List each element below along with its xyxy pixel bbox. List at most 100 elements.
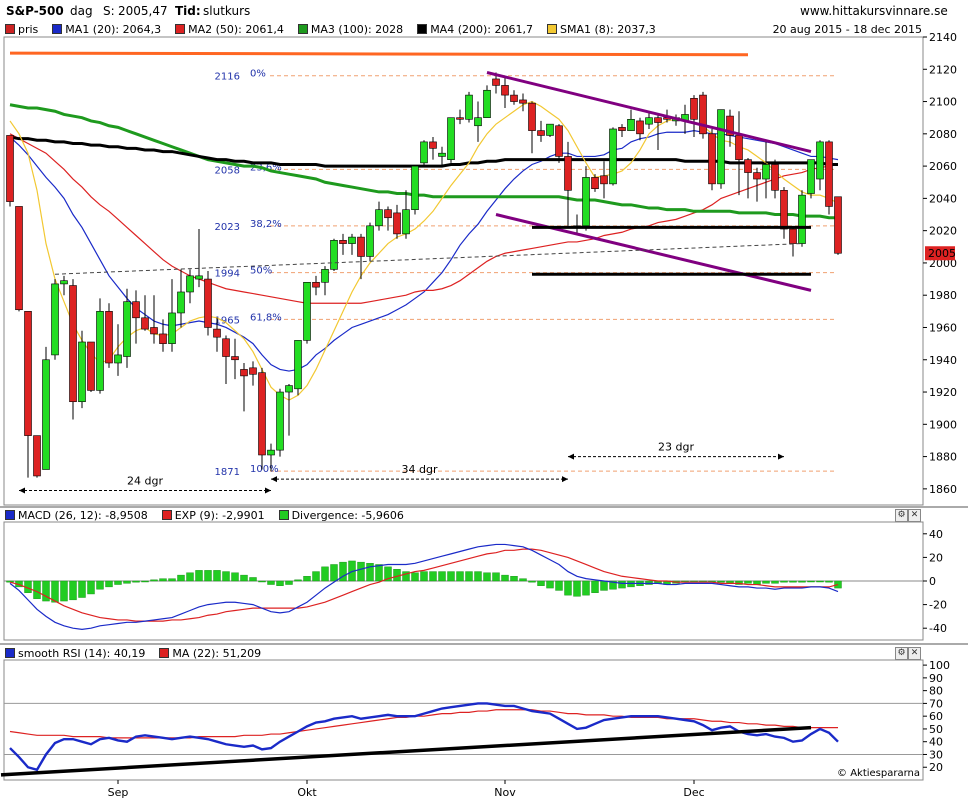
macd-divergence-bar xyxy=(501,574,509,582)
watermark: © Aktiespararna xyxy=(837,768,920,779)
price-tick-label: 2080 xyxy=(929,128,957,141)
candle-body xyxy=(96,311,104,391)
candle-body xyxy=(600,175,608,185)
macd-divergence-bar xyxy=(294,579,302,582)
macd-divergence-bar xyxy=(384,566,392,582)
candle-body xyxy=(465,94,473,120)
fib-value-label: 2116 xyxy=(215,72,240,83)
rsi-legend: smooth RSI (14): 40,19 MA (22): 51,209 xyxy=(5,647,275,661)
macd-divergence-bar xyxy=(231,572,239,582)
candle-body xyxy=(537,130,545,136)
site-url[interactable]: www.hittakursvinnare.se xyxy=(800,4,948,18)
legend-swatch xyxy=(175,24,186,34)
macd-divergence-bar xyxy=(447,571,455,582)
trendline xyxy=(54,243,803,275)
candle-body xyxy=(519,99,527,104)
macd-divergence-bar xyxy=(618,580,626,589)
candle-body xyxy=(654,117,662,123)
rsi-tick-label: 60 xyxy=(929,710,943,723)
candle-body xyxy=(834,196,842,254)
annotations: 24 dgr 34 dgr 23 dgr xyxy=(19,441,784,494)
candle-body xyxy=(24,311,32,436)
macd-divergence-bar xyxy=(582,580,590,596)
legend-label: MA3 (100): 2028 xyxy=(310,23,404,36)
rsi-tick-label: 20 xyxy=(929,761,943,774)
candle-body xyxy=(339,240,347,244)
legend-item: MA (22): 51,209 xyxy=(159,647,261,660)
candle-body xyxy=(726,115,734,136)
candle-body xyxy=(501,85,509,96)
candle-body xyxy=(303,281,311,341)
candle-body xyxy=(51,283,59,356)
macd-divergence-bar xyxy=(816,580,824,583)
legend-swatch xyxy=(52,24,63,34)
macd-divergence-bar xyxy=(159,578,167,582)
rsi-settings-icon[interactable]: ⚙ xyxy=(895,647,908,660)
candle-body xyxy=(807,159,815,194)
candle-body xyxy=(618,127,626,131)
macd-divergence-bar xyxy=(105,580,113,588)
price-tick-label: 2120 xyxy=(929,63,957,76)
price-tick-label: 2060 xyxy=(929,160,957,173)
macd-divergence-bar xyxy=(825,580,833,583)
candle-body xyxy=(555,125,563,157)
legend-item: smooth RSI (14): 40,19 xyxy=(5,647,145,660)
fib-value-label: 2058 xyxy=(215,165,240,176)
macd-divergence-bar xyxy=(339,561,347,582)
macd-divergence-bar xyxy=(204,570,212,582)
candle-body xyxy=(492,78,500,86)
macd-divergence-bar xyxy=(303,576,311,582)
legend-swatch xyxy=(297,24,308,34)
macd-divergence-bar xyxy=(492,572,500,582)
macd-divergence-bar xyxy=(123,580,131,584)
macd-divergence-bar xyxy=(6,580,14,583)
legend-label: pris xyxy=(18,23,39,36)
candle-body xyxy=(591,177,599,189)
macd-divergence-bar xyxy=(528,580,536,583)
candle-body xyxy=(258,372,266,456)
macd-divergence-bar xyxy=(177,574,185,582)
candle-body xyxy=(546,123,554,136)
candle-body xyxy=(195,275,203,280)
macd-divergence-bar xyxy=(150,579,158,582)
last-price-label: S: xyxy=(103,4,115,18)
candle-body xyxy=(276,391,284,451)
rsi-panel-frame xyxy=(3,659,924,781)
candle-body xyxy=(627,119,635,131)
legend-item: EXP (9): -2,9901 xyxy=(161,509,265,522)
macd-tick-label: 0 xyxy=(929,575,936,588)
legend-swatch xyxy=(5,510,15,520)
month-label: Okt xyxy=(297,786,317,799)
price-tick-label: 1940 xyxy=(929,354,957,367)
macd-divergence-bar xyxy=(375,564,383,582)
annotation-label: 34 dgr xyxy=(402,463,438,476)
legend-label: MA (22): 51,209 xyxy=(172,647,262,660)
macd-divergence-bar xyxy=(717,580,725,583)
price-tick-label: 1980 xyxy=(929,289,957,302)
fib-value-label: 1994 xyxy=(215,269,240,280)
macd-divergence-bar xyxy=(276,580,284,586)
last-price-tag xyxy=(925,246,955,261)
macd-divergence-bar xyxy=(807,580,815,583)
candle-body xyxy=(357,236,365,257)
macd-tick-label: 40 xyxy=(929,528,943,541)
macd-divergence-bar xyxy=(555,580,563,591)
macd-divergence-bar xyxy=(78,580,86,598)
macd-divergence-bar xyxy=(240,574,248,582)
macd-divergence-bar xyxy=(330,564,338,582)
candle-body xyxy=(42,359,50,470)
annotation-arrowhead xyxy=(265,487,271,494)
candle-body xyxy=(348,236,356,244)
last-price-value: 2005,47 xyxy=(118,4,168,18)
macd-divergence-bar xyxy=(87,580,95,595)
macd-divergence-bar xyxy=(114,580,122,585)
legend-label: smooth RSI (14): 40,19 xyxy=(18,647,146,660)
price-legend: pris MA1 (20): 2064,3 MA2 (50): 2061,4 MA3 … xyxy=(5,23,670,37)
candle-body xyxy=(690,98,698,120)
macd-divergence-bar xyxy=(483,572,491,582)
trendlines xyxy=(9,51,812,292)
candle-body xyxy=(384,209,392,219)
candle-body xyxy=(114,354,122,364)
macd-divergence-bar xyxy=(798,580,806,583)
